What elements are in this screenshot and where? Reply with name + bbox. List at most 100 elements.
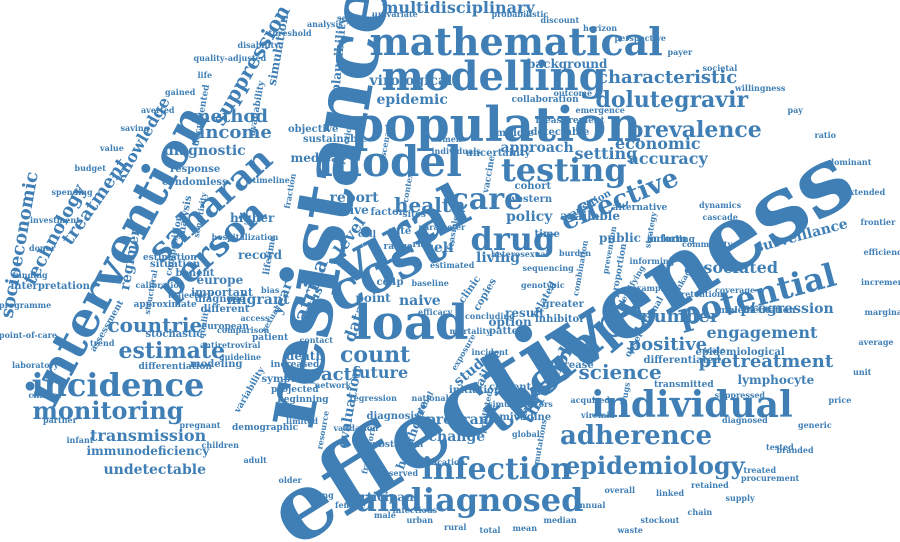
word-calibration: calibration [135, 280, 185, 290]
word-chain: chain [687, 507, 713, 517]
word-global: global [512, 429, 540, 439]
word-diagnosed: diagnosed [722, 415, 768, 425]
word-informing: informing [629, 256, 675, 266]
word-perspective: perspective [614, 33, 666, 43]
word-countrie: countrie [107, 313, 203, 337]
word-adherence: adherence [560, 421, 712, 451]
word-count: count [340, 342, 411, 368]
word-efficiency: efficiency [863, 247, 900, 257]
word-timeline: timeline [252, 175, 290, 185]
word-uncertainty: uncertainty [465, 148, 531, 159]
word-gained: gained [165, 87, 196, 97]
word-program: program [426, 412, 494, 428]
word-payer: payer [667, 47, 693, 57]
word-sustainable: sustainable [303, 134, 368, 145]
word-differentiated: differentiated [643, 355, 721, 366]
word-suppressed: suppressed [714, 390, 766, 400]
word-sites: sites [402, 209, 426, 220]
word-undetectable: undetectable [103, 462, 207, 478]
word-condomless: condomless [162, 177, 228, 188]
word-estimate: estimate [118, 338, 226, 364]
word-diagnostic: diagnostic [164, 143, 246, 159]
word-investment: investment [30, 215, 80, 225]
word-western: western [508, 194, 553, 205]
word-national: national [411, 393, 449, 403]
word-estimation: estimation [143, 252, 197, 263]
word-community: community [682, 239, 733, 249]
word-bias: bias [261, 285, 280, 295]
word-benefit: benefit [175, 268, 215, 279]
word-unit: unit [853, 367, 872, 377]
word-health: health [394, 193, 466, 217]
word-rate: rate [388, 226, 412, 237]
word-middle: middle [495, 128, 535, 139]
word-dynamics: dynamics [699, 200, 742, 210]
word-generic: generic [798, 420, 832, 430]
word-demographic: demographic [232, 422, 299, 433]
word-drug: drug [470, 220, 556, 258]
word-extended: extended [844, 187, 886, 197]
word-comparison: comparison [217, 325, 270, 335]
word-infectious: infectious [392, 505, 438, 515]
word-report: report [329, 190, 379, 206]
word-averted: averted [141, 105, 175, 115]
word-mathematical: mathematical [369, 19, 663, 64]
word-projected: projected [271, 384, 319, 395]
word-validation: validation [333, 423, 379, 433]
word-cascade: cascade [702, 212, 738, 222]
word-access: access [240, 313, 270, 323]
word-cohort: cohort [514, 181, 552, 192]
word-stochastic: stochastic [145, 329, 203, 340]
word-migrant: migrant [226, 292, 290, 308]
word-coverage: coverage [715, 285, 756, 295]
word-tested: tested [766, 442, 794, 452]
word-transmission: transmission [90, 426, 207, 445]
word-trajectory: trajectory [168, 290, 212, 300]
word-analysis: analysis [307, 19, 343, 29]
word-frontier: frontier [860, 217, 896, 227]
word-trend: trend [90, 338, 115, 348]
word-estimated: estimated [430, 260, 475, 270]
word-observed: observed [378, 468, 419, 478]
word-supply: supply [725, 493, 755, 503]
word-incremental: incremental [861, 277, 900, 287]
word-method: method [191, 106, 269, 127]
word-differentiation: differentiation [138, 361, 212, 372]
word-univariate: univariate [372, 9, 418, 19]
word-situation: situation [150, 259, 201, 270]
word-inhibitor: inhibitor [535, 314, 585, 325]
word-quality-adjusted: quality-adjusted [193, 53, 267, 63]
word-range: range [383, 241, 413, 252]
word-regression: regression [349, 393, 397, 403]
word-objective: objective [288, 124, 339, 135]
word-increased: increased [270, 359, 320, 370]
word-quality: quality [195, 306, 211, 340]
word-outcome: outcome [553, 88, 593, 98]
word-burden: burden [559, 248, 592, 258]
word-procurement: procurement [741, 473, 800, 483]
word-detectable: detectable [530, 127, 590, 138]
word-parameter: parameter [418, 222, 466, 232]
word-clinical: clinical [28, 390, 62, 400]
word-immunodeficiency: immunodeficiency [86, 444, 210, 458]
word-transmitted: transmitted [654, 379, 714, 390]
word-participant: participant [344, 490, 420, 504]
word-available: available [560, 209, 620, 223]
word-european: european [201, 321, 249, 332]
word-response: response [170, 164, 221, 175]
word-monitoring: monitoring [32, 396, 184, 425]
word-threshold: threshold [268, 28, 312, 38]
word-diagnosis: diagnosis [366, 411, 420, 422]
word-infection: infection [421, 452, 573, 487]
word-point: point [355, 291, 391, 305]
word-willingness: willingness [735, 83, 786, 93]
word-policy: policy [506, 209, 553, 225]
word-retention: retention [681, 289, 723, 299]
word-pay: pay [787, 105, 803, 115]
word-guideline: guideline [219, 352, 262, 362]
word-greater: greater [542, 299, 584, 310]
word-option: option [488, 315, 532, 329]
word-waste: waste [617, 525, 643, 535]
word-simulated: simulated [488, 399, 533, 409]
word-hospitalization: hospitalization [211, 232, 279, 242]
